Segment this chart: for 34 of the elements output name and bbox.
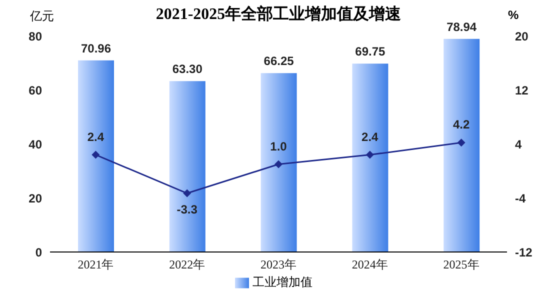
legend-label: 工业增加值: [252, 275, 312, 289]
data-label: 2.4: [362, 130, 379, 144]
point: [366, 150, 374, 159]
point: [183, 189, 192, 198]
data-label: 70.96: [80, 41, 112, 56]
y2-tick-label: -4: [515, 191, 526, 206]
data-label: 1.0: [270, 139, 288, 154]
data-label: 66.25: [264, 54, 294, 68]
x-tick-label: 2024年: [352, 258, 388, 272]
point: [92, 150, 100, 159]
y-tick-label: 60: [28, 83, 42, 98]
y-axis-title: 亿元: [30, 8, 54, 25]
data-label: 69.75: [355, 44, 386, 59]
y2-tick-label: 12: [515, 83, 529, 98]
y2-tick-label: 20: [515, 29, 529, 44]
point: [274, 160, 282, 168]
chart-title: 2021-2025年全部工业增加值及增速: [156, 6, 402, 23]
y-tick-label: 80: [28, 29, 42, 44]
data-label: 4.2: [452, 118, 470, 132]
y2-tick-label: -12: [515, 245, 533, 260]
y2-tick-label: 4: [515, 137, 522, 152]
data-label: 63.30: [172, 62, 203, 76]
data-label: 2.4: [87, 130, 104, 144]
y-tick-label: 20: [28, 191, 42, 206]
y-tick-label: 40: [28, 137, 42, 152]
x-tick-label: 2022年: [169, 258, 206, 272]
y2-axis-title: %: [508, 8, 519, 22]
x-tick-label: 2025年: [443, 258, 480, 272]
point: [457, 138, 466, 147]
x-tick-label: 2023年: [260, 258, 296, 272]
y-tick-label: 0: [35, 245, 42, 260]
data-label: 78.94: [446, 20, 477, 34]
x-tick-label: 2021年: [78, 258, 114, 272]
data-label: -3.3: [176, 202, 198, 216]
